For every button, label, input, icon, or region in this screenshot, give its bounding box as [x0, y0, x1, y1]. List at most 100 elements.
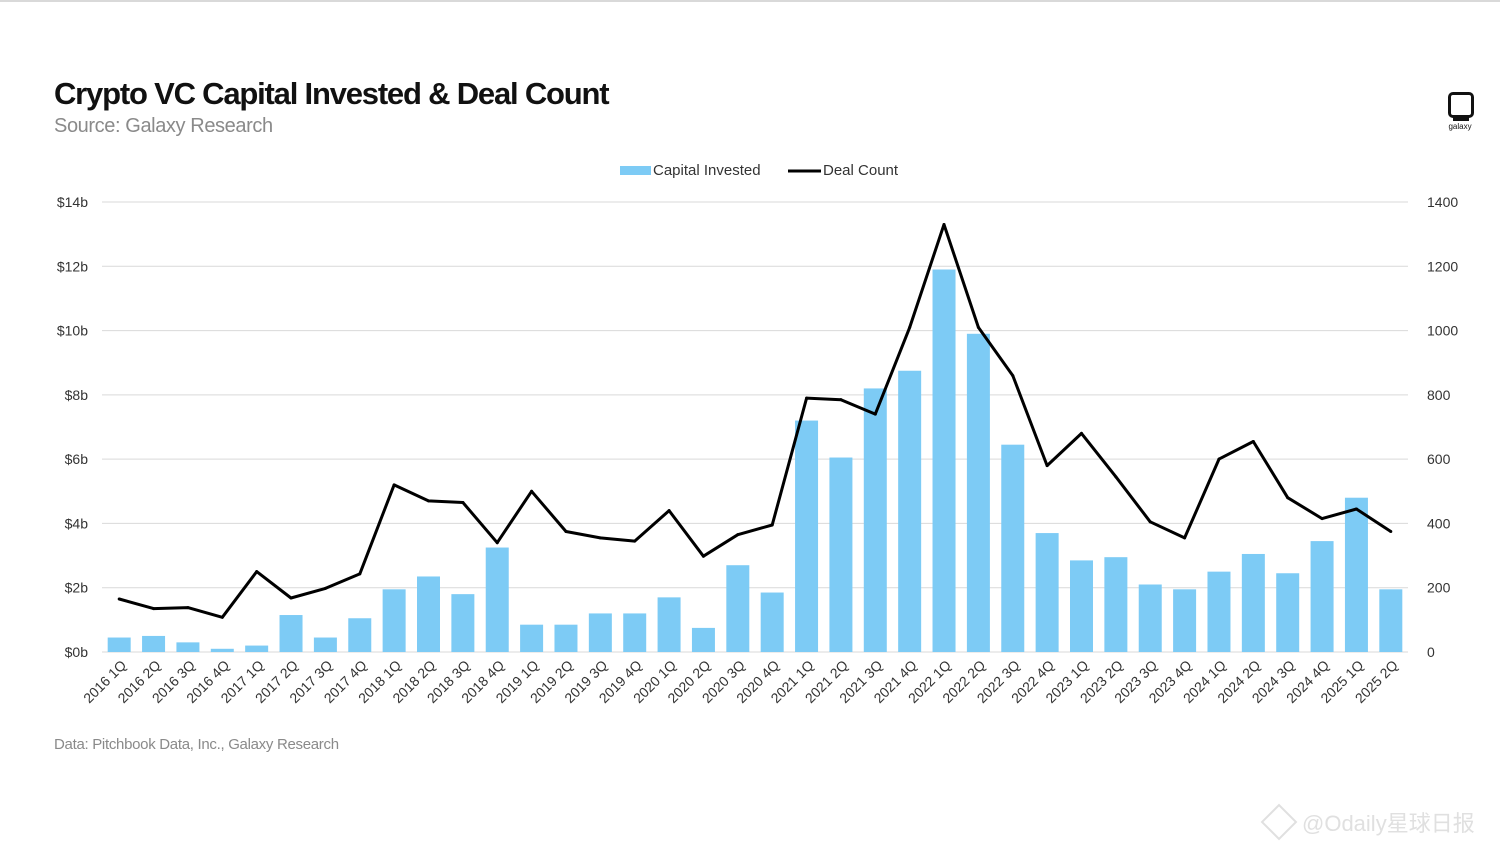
line-point [1080, 431, 1083, 435]
bar [313, 637, 337, 652]
bar [760, 592, 784, 652]
line-point [942, 223, 946, 226]
line-point [839, 398, 843, 402]
line-point [598, 536, 602, 540]
right-axis-tick: 1200 [1427, 258, 1458, 274]
line-point [701, 554, 705, 558]
left-axis-tick: $10b [57, 323, 88, 339]
bar [898, 370, 922, 652]
line-point [220, 615, 224, 619]
bar [863, 388, 887, 652]
bar [1138, 584, 1162, 652]
line-point [323, 586, 327, 590]
bar [691, 627, 715, 652]
line-point [1183, 536, 1187, 540]
line-point [1114, 475, 1118, 479]
bar [451, 594, 475, 652]
line-point [1320, 517, 1324, 521]
bar [932, 269, 956, 652]
line-point [1286, 496, 1290, 500]
bar [1173, 589, 1197, 652]
line-point [805, 396, 809, 400]
bar [245, 645, 269, 652]
bar [1310, 541, 1334, 652]
watermark-text: @Odaily星球日报 [1302, 811, 1475, 836]
bar [829, 457, 853, 652]
line-point [461, 501, 465, 505]
line-point [1354, 507, 1358, 511]
chart-subtitle: Source: Galaxy Research [54, 115, 273, 137]
line-point [736, 533, 740, 537]
right-axis-tick: 200 [1427, 580, 1451, 596]
line-point [1217, 457, 1221, 461]
line-series [117, 223, 1393, 619]
bar [1241, 553, 1265, 652]
right-axis-tick: 1000 [1427, 323, 1458, 339]
bar [210, 648, 234, 652]
line-point [1045, 464, 1049, 468]
left-axis-tick: $12b [57, 258, 88, 274]
bar [588, 613, 612, 652]
legend-swatch-capital [620, 166, 651, 175]
deal-count-line [118, 223, 1392, 619]
bar [1207, 571, 1231, 652]
right-axis-ticks: 0 200 400 600 800 1000 1200 1400 [1427, 194, 1458, 660]
bar [795, 420, 819, 652]
bar [142, 635, 166, 652]
bar [1344, 497, 1368, 652]
bar [1001, 444, 1025, 652]
right-axis-tick: 600 [1427, 451, 1451, 467]
line-point [1148, 520, 1152, 524]
line-point [667, 509, 671, 513]
line-point [495, 541, 499, 545]
bar [1104, 557, 1128, 652]
left-axis-tick: $8b [65, 387, 89, 403]
legend-label-deal: Deal Count [823, 162, 899, 179]
bar-series [107, 269, 1403, 652]
legend: Capital Invested Deal Count [620, 162, 899, 179]
left-axis-tick: $2b [65, 580, 89, 596]
line-point [289, 596, 293, 600]
line-point [530, 489, 534, 493]
bar [966, 333, 990, 652]
chart-title: Crypto VC Capital Invested & Deal Count [54, 76, 610, 111]
left-axis-tick: $6b [65, 451, 89, 467]
right-axis-tick: 400 [1427, 515, 1451, 531]
bar [176, 642, 200, 652]
line-point [1011, 374, 1015, 378]
galaxy-logo-icon: galaxy [1440, 90, 1480, 134]
line-point [976, 325, 980, 329]
bar [1276, 573, 1300, 652]
line-point [255, 570, 259, 574]
bar [623, 613, 647, 652]
top-rule [0, 0, 1500, 2]
line-point [633, 539, 637, 543]
bar [348, 618, 372, 652]
logo-text: galaxy [1448, 122, 1472, 131]
bar [417, 576, 440, 652]
right-axis-tick: 0 [1427, 644, 1435, 660]
line-point [186, 606, 190, 610]
left-axis-tick: $14b [57, 194, 88, 210]
line-point [873, 412, 877, 416]
left-axis-tick: $0b [65, 644, 89, 660]
line-point [1251, 439, 1255, 443]
left-axis-ticks: $0b $2b $4b $6b $8b $10b $12b $14b [57, 194, 88, 660]
bar [485, 547, 509, 652]
right-axis-tick: 800 [1427, 387, 1451, 403]
bar [382, 589, 406, 652]
bar [554, 624, 578, 652]
logo-mark [1448, 92, 1474, 121]
line-point [358, 572, 362, 576]
bar [107, 637, 131, 652]
line-point [564, 529, 568, 533]
line-point [908, 325, 912, 329]
bar [279, 615, 303, 652]
watermark: @Odaily星球日报 [1260, 803, 1475, 841]
line-point [427, 499, 430, 503]
bar [657, 597, 681, 652]
watermark-icon [1260, 803, 1298, 841]
line-point [1389, 529, 1393, 533]
